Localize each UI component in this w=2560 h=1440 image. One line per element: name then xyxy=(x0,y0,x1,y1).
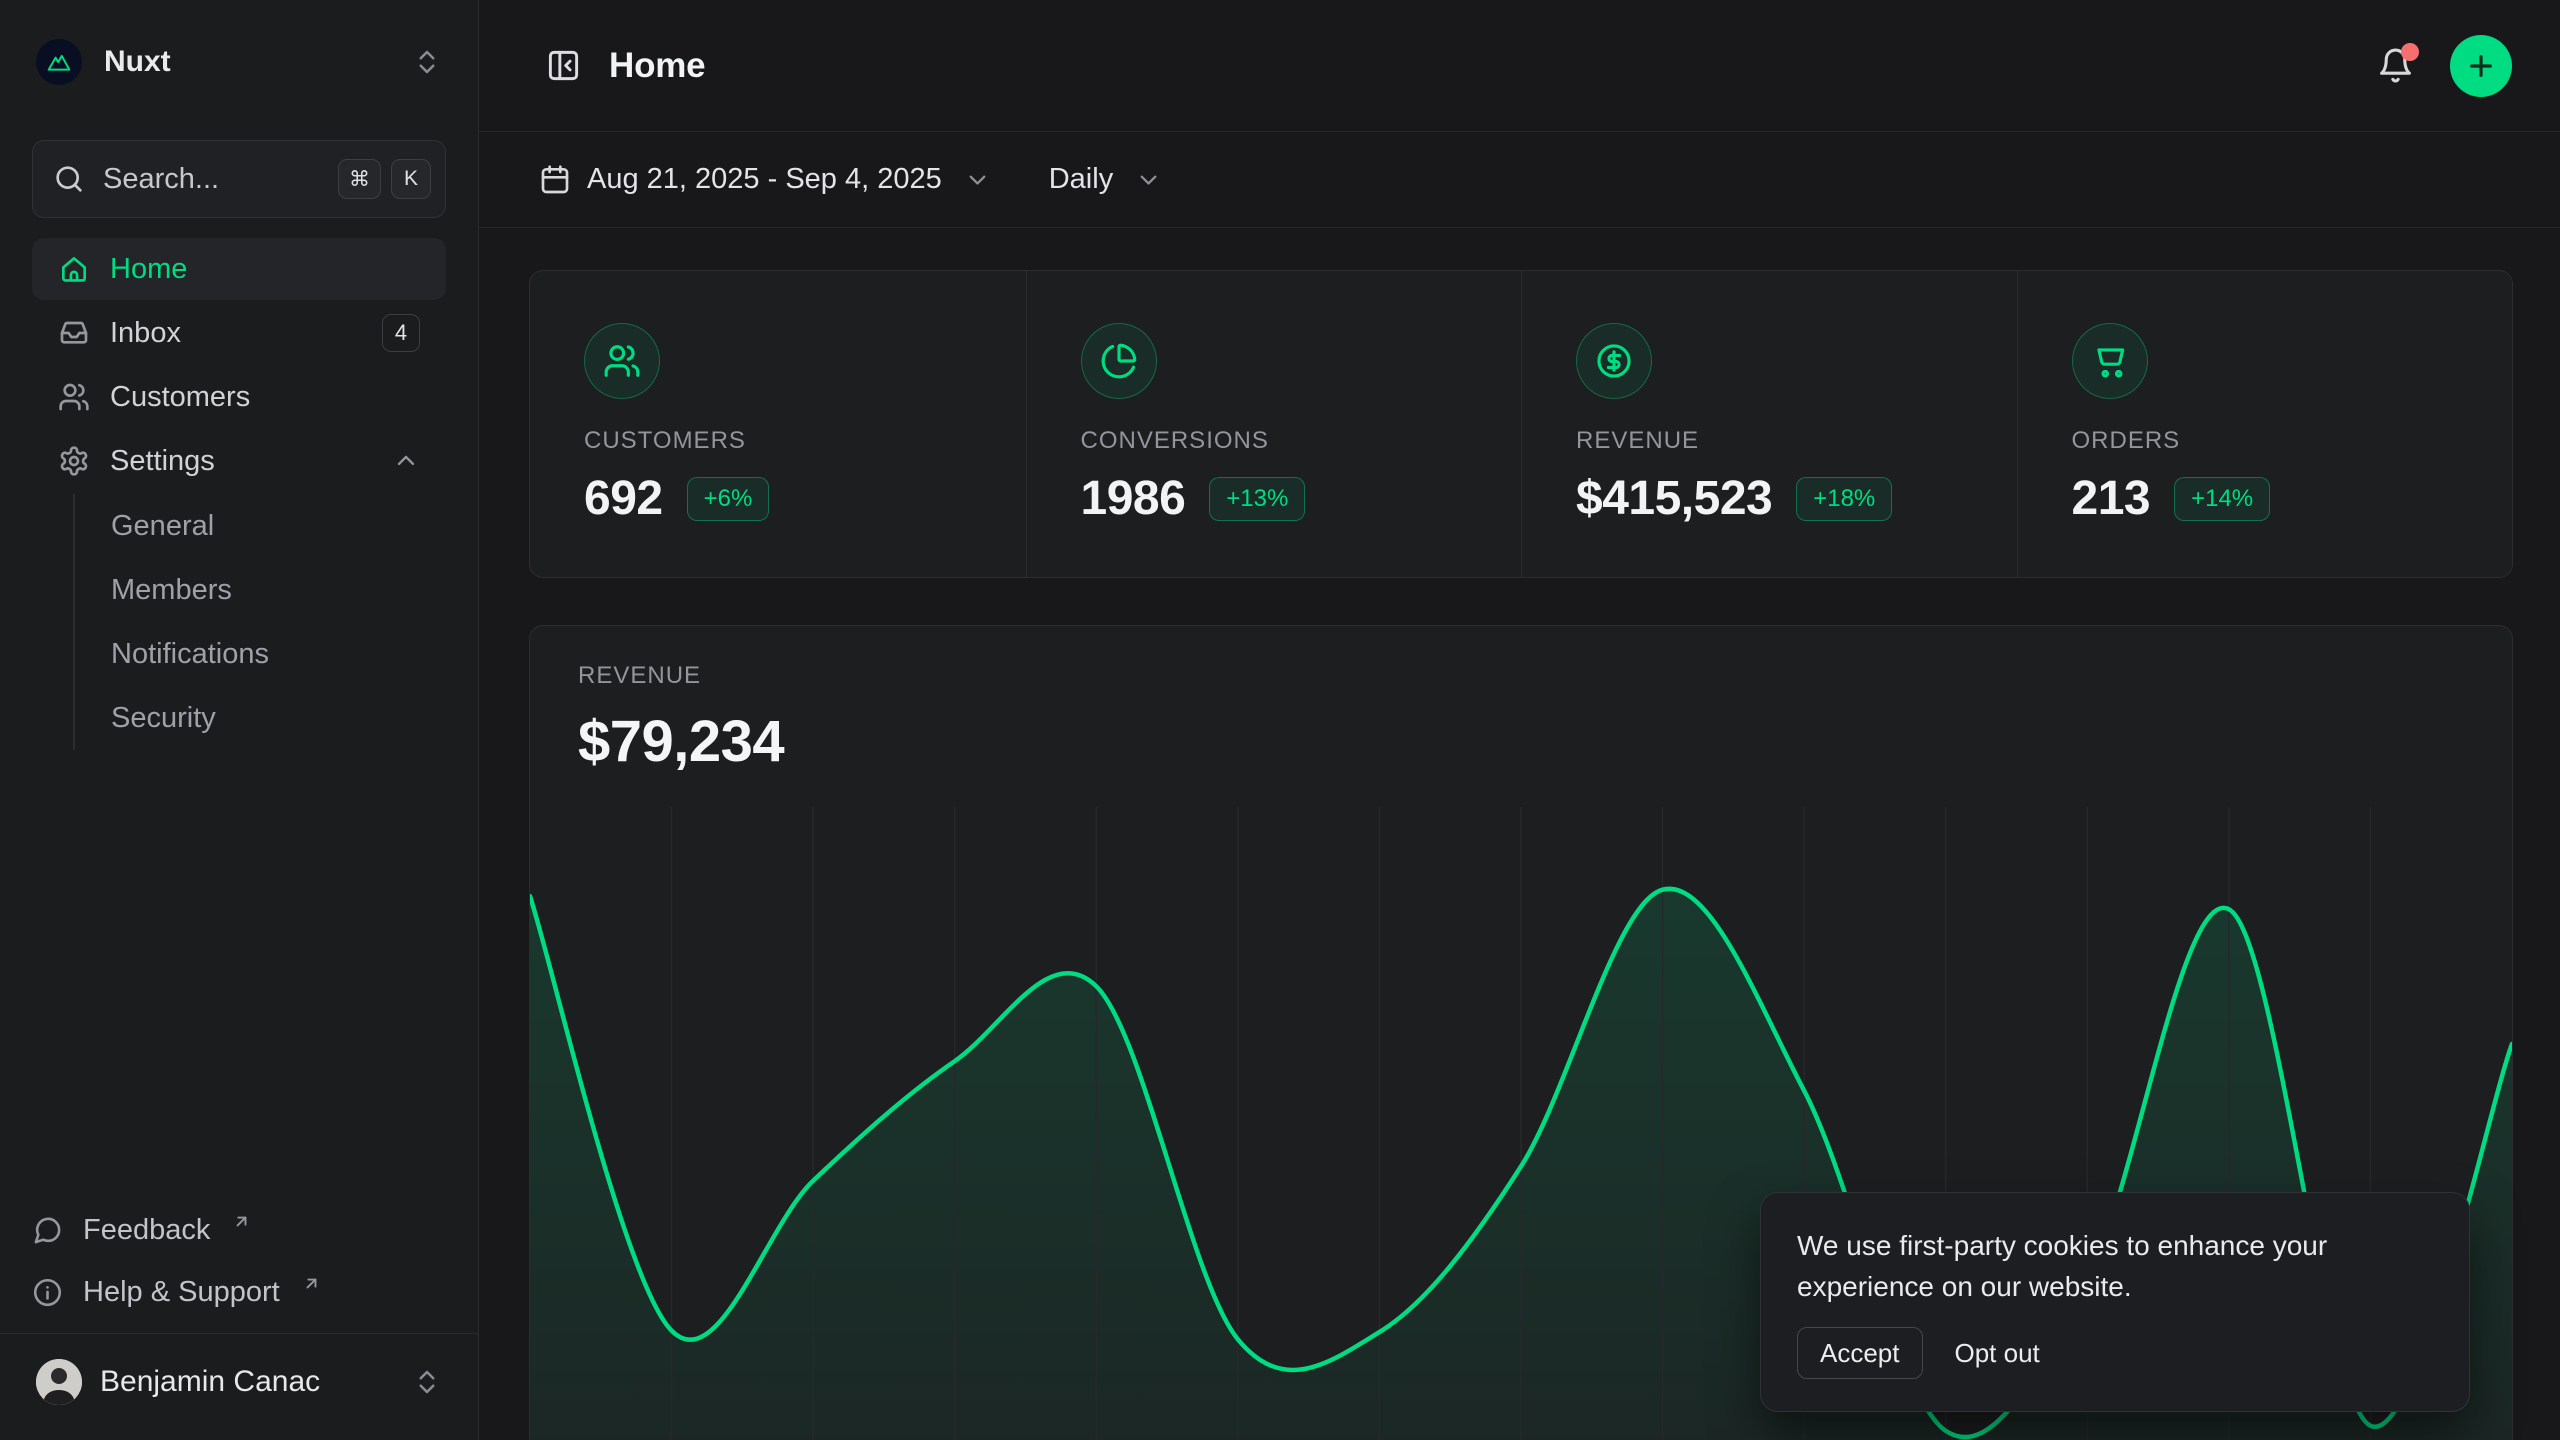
cookie-accept-button[interactable]: Accept xyxy=(1797,1327,1923,1379)
sidebar-item-inbox[interactable]: Inbox 4 xyxy=(32,302,446,364)
chevron-down-icon xyxy=(1135,166,1162,193)
users-icon xyxy=(584,323,660,399)
pie-chart-icon xyxy=(1081,323,1157,399)
stat-delta-badge: +13% xyxy=(1209,477,1305,521)
date-range-value: Aug 21, 2025 - Sep 4, 2025 xyxy=(587,163,942,196)
chevrons-up-down-icon xyxy=(412,47,442,77)
inbox-icon xyxy=(58,317,90,349)
search-shortcut: ⌘ K xyxy=(338,159,431,199)
page-title: Home xyxy=(609,46,705,86)
stat-delta-badge: +18% xyxy=(1796,477,1892,521)
sidebar: Nuxt Search... ⌘ K xyxy=(0,0,479,1440)
chevron-up-icon xyxy=(392,447,420,475)
add-button[interactable] xyxy=(2450,35,2512,97)
user-name: Benjamin Canac xyxy=(100,1365,320,1399)
granularity-value: Daily xyxy=(1049,163,1113,196)
avatar xyxy=(36,1359,82,1405)
sidebar-item-label: Settings xyxy=(110,445,215,478)
stat-conversions[interactable]: CONVERSIONS 1986 +13% xyxy=(1026,271,1522,578)
sidebar-item-label: Inbox xyxy=(110,317,181,350)
kbd-cmd: ⌘ xyxy=(338,159,381,199)
sidebar-item-security[interactable]: Security xyxy=(111,686,446,750)
stat-value: 213 xyxy=(2072,471,2151,526)
stat-label: ORDERS xyxy=(2072,427,2459,455)
external-link-icon xyxy=(232,1212,251,1231)
stat-label: REVENUE xyxy=(1576,427,1963,455)
gear-icon xyxy=(58,445,90,477)
workspace-switcher[interactable]: Nuxt xyxy=(32,28,446,96)
page-header: Home xyxy=(479,0,2560,132)
chevrons-up-down-icon xyxy=(412,1367,442,1397)
message-bubble-icon xyxy=(32,1215,63,1246)
revenue-total: $79,234 xyxy=(578,708,2464,775)
sidebar-collapse-button[interactable] xyxy=(546,48,581,83)
footer-link-label: Help & Support xyxy=(83,1276,280,1309)
stat-value: 692 xyxy=(584,471,663,526)
revenue-label: REVENUE xyxy=(578,662,2464,690)
user-menu[interactable]: Benjamin Canac xyxy=(32,1350,446,1414)
stat-value: 1986 xyxy=(1081,471,1186,526)
stat-delta-badge: +6% xyxy=(687,477,770,521)
sidebar-item-label: Customers xyxy=(110,381,250,414)
granularity-select[interactable]: Daily xyxy=(1049,163,1162,196)
sidebar-item-label: Home xyxy=(110,253,187,286)
chevron-down-icon xyxy=(964,166,991,193)
stats-card: CUSTOMERS 692 +6% CONVERSIONS xyxy=(529,270,2513,578)
dollar-circle-icon xyxy=(1576,323,1652,399)
kbd-k: K xyxy=(391,159,431,199)
sidebar-item-customers[interactable]: Customers xyxy=(32,366,446,428)
cookie-banner: We use first-party cookies to enhance yo… xyxy=(1760,1192,2470,1412)
cookie-message: We use first-party cookies to enhance yo… xyxy=(1797,1225,2407,1307)
inbox-count-badge: 4 xyxy=(382,314,420,352)
notifications-button[interactable] xyxy=(2377,47,2414,84)
search-input[interactable]: Search... ⌘ K xyxy=(32,140,446,218)
sidebar-item-home[interactable]: Home xyxy=(32,238,446,300)
stat-label: CONVERSIONS xyxy=(1081,427,1468,455)
stat-customers[interactable]: CUSTOMERS 692 +6% xyxy=(530,271,1026,578)
cookie-optout-button[interactable]: Opt out xyxy=(1955,1338,2040,1369)
plus-icon xyxy=(2465,50,2497,82)
info-circle-icon xyxy=(32,1277,63,1308)
stat-value: $415,523 xyxy=(1576,471,1772,526)
sidebar-item-general[interactable]: General xyxy=(111,494,446,558)
sidebar-item-notifications[interactable]: Notifications xyxy=(111,622,446,686)
stat-label: CUSTOMERS xyxy=(584,427,972,455)
settings-subnav: General Members Notifications Security xyxy=(73,494,446,750)
feedback-link[interactable]: Feedback xyxy=(32,1199,446,1261)
calendar-icon xyxy=(539,164,571,196)
search-icon xyxy=(53,163,85,195)
sidebar-item-settings[interactable]: Settings xyxy=(32,430,446,492)
home-icon xyxy=(58,253,90,285)
sidebar-item-members[interactable]: Members xyxy=(111,558,446,622)
stat-delta-badge: +14% xyxy=(2174,477,2270,521)
sub-item-label: General xyxy=(111,510,214,543)
stat-revenue[interactable]: REVENUE $415,523 +18% xyxy=(1521,271,2017,578)
shopping-cart-icon xyxy=(2072,323,2148,399)
external-link-icon xyxy=(302,1274,321,1293)
help-support-link[interactable]: Help & Support xyxy=(32,1261,446,1323)
sub-item-label: Notifications xyxy=(111,638,269,671)
filters-toolbar: Aug 21, 2025 - Sep 4, 2025 Daily xyxy=(479,132,2560,228)
nuxt-logo xyxy=(36,39,82,85)
sub-item-label: Security xyxy=(111,702,216,735)
sub-item-label: Members xyxy=(111,574,232,607)
sidebar-divider xyxy=(0,1333,478,1334)
workspace-name: Nuxt xyxy=(104,45,171,79)
date-range-picker[interactable]: Aug 21, 2025 - Sep 4, 2025 xyxy=(539,163,991,196)
search-placeholder: Search... xyxy=(103,163,219,196)
footer-link-label: Feedback xyxy=(83,1214,210,1247)
users-icon xyxy=(58,381,90,413)
notification-dot xyxy=(2401,43,2419,61)
stat-orders[interactable]: ORDERS 213 +14% xyxy=(2017,271,2513,578)
sidebar-nav: Home Inbox 4 C xyxy=(32,238,446,750)
